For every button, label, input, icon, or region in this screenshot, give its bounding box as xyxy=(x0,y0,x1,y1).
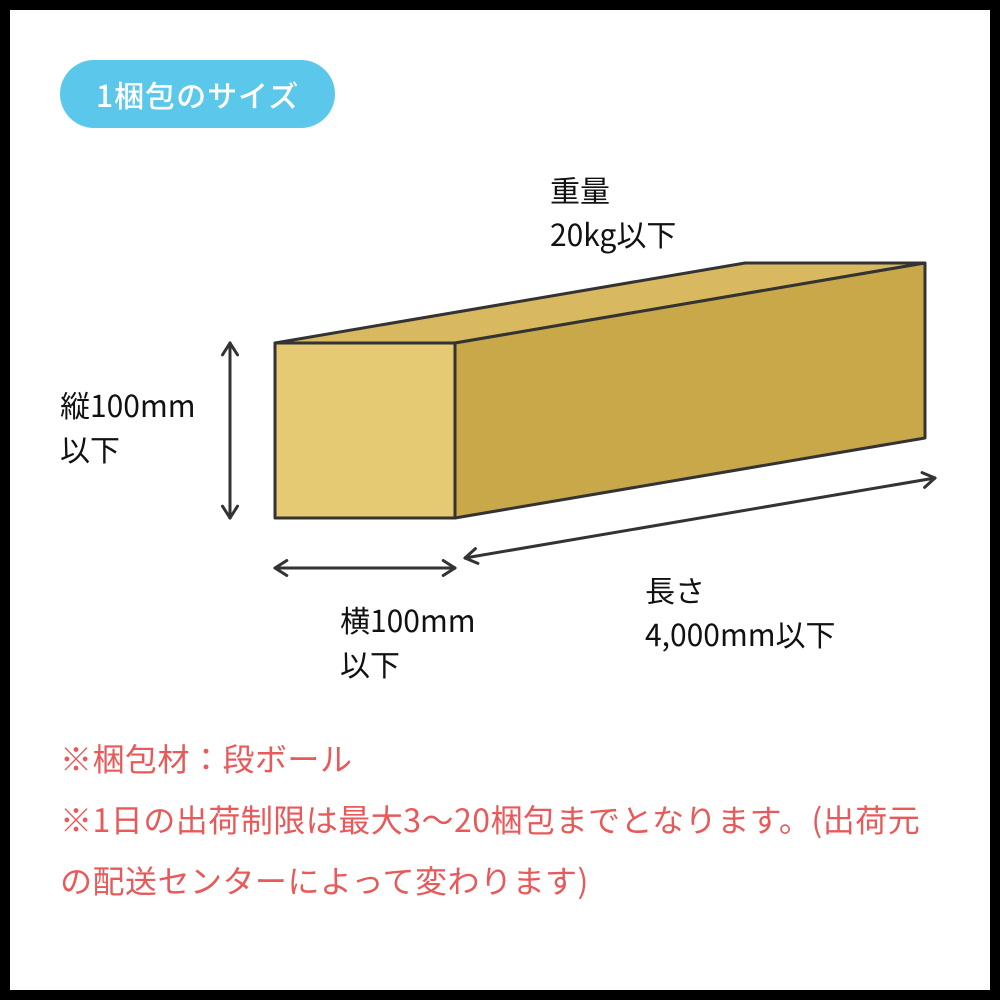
width-label: 横100mm 以下 xyxy=(340,598,476,685)
frame: 1梱包のサイズ 重量 20kg以下 縦100mm 以下 横100mm 以下 長さ… xyxy=(0,0,1000,1000)
diagram-area: 重量 20kg以下 縦100mm 以下 横100mm 以下 長さ 4,000mm… xyxy=(60,148,940,708)
height-label: 縦100mm 以下 xyxy=(60,383,196,470)
notes-block: ※梱包材：段ボール ※1日の出荷制限は最大3～20梱包までとなります。(出荷元の… xyxy=(60,728,940,910)
note-limit: ※1日の出荷制限は最大3～20梱包までとなります。(出荷元の配送センターによって… xyxy=(60,789,940,911)
size-badge: 1梱包のサイズ xyxy=(60,60,335,128)
note-material: ※梱包材：段ボール xyxy=(60,728,940,789)
weight-label: 重量 20kg以下 xyxy=(550,168,676,255)
length-label: 長さ 4,000mm以下 xyxy=(645,568,836,655)
